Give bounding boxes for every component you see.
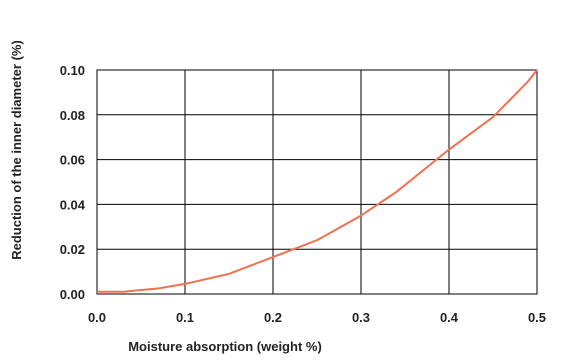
y-tick-label: 0.04 [60,197,86,212]
x-tick-label: 0.3 [352,310,370,325]
x-tick-label: 0.0 [88,310,106,325]
x-tick-label: 0.1 [176,310,194,325]
series-line-0 [97,69,538,293]
y-tick-label: 0.10 [60,63,85,78]
plot-area-frame [96,69,538,295]
y-tick-label: 0.06 [60,153,85,168]
y-axis-title: Reduction of the inner diameter (%) [9,40,24,260]
y-tick-label: 0.02 [60,242,85,257]
x-tick-labels: 0.0 0.1 0.2 0.3 0.4 0.5 [88,310,546,325]
x-tick-label: 0.2 [264,310,282,325]
y-tick-labels: 0.00 0.02 0.04 0.06 0.08 0.10 [60,63,86,302]
y-tick-label: 0.00 [60,287,85,302]
series-layer [97,69,538,293]
grid-lines [97,70,537,294]
y-tick-label: 0.08 [60,108,85,123]
x-tick-label: 0.4 [440,310,459,325]
x-tick-label: 0.5 [528,310,546,325]
x-axis-title: Moisture absorption (weight %) [128,339,322,354]
